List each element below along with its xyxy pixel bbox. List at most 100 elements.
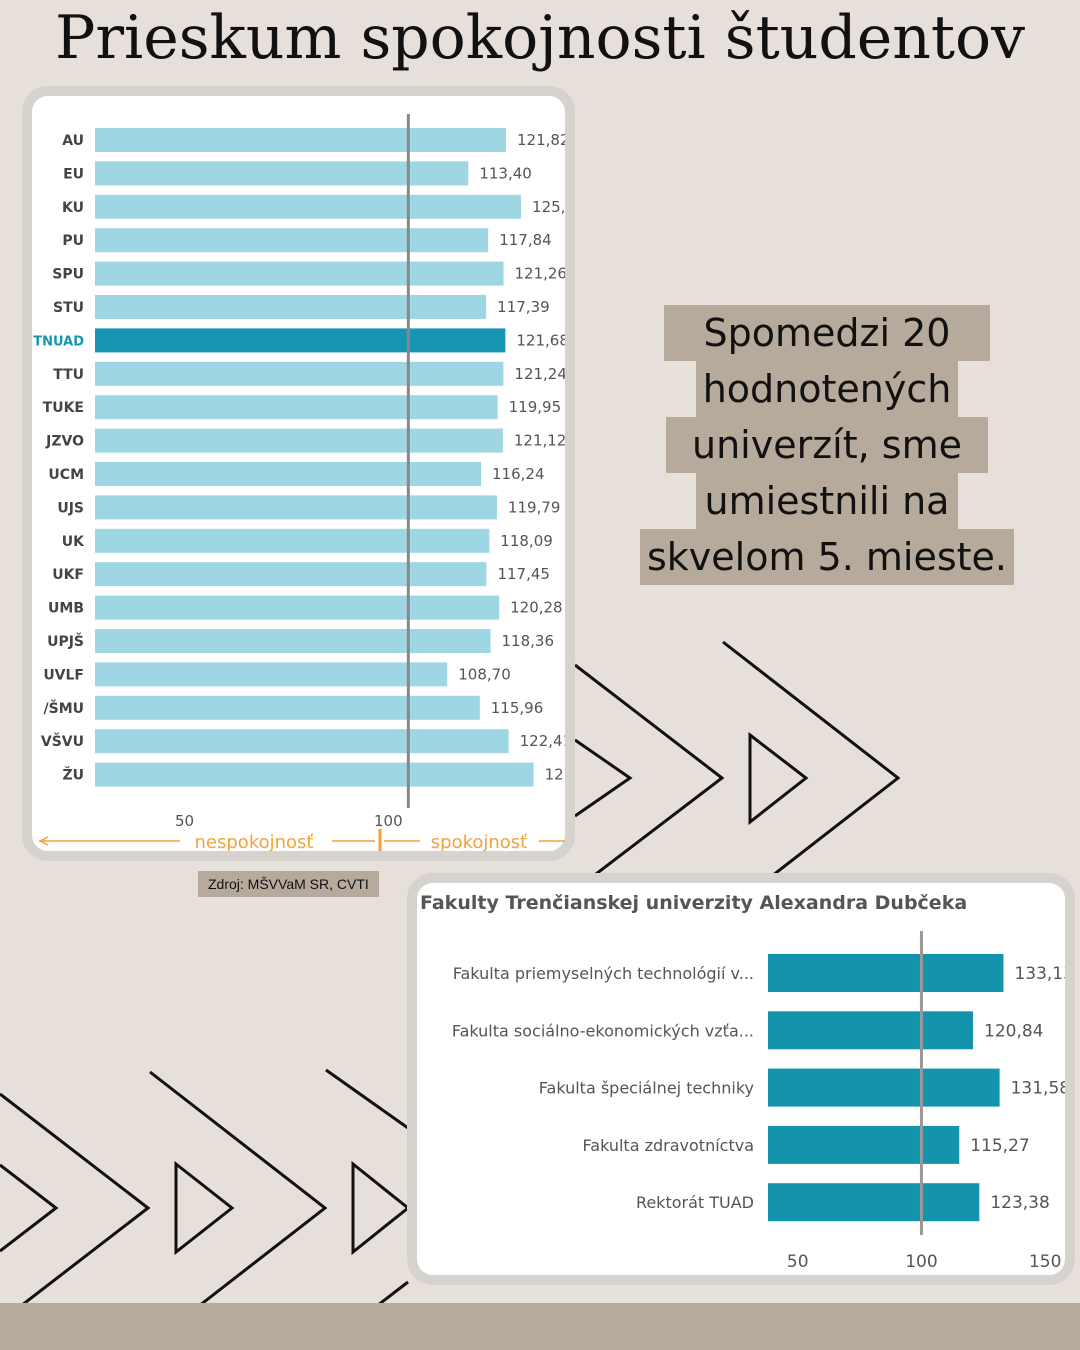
tick-label: 150 bbox=[1029, 1252, 1061, 1272]
bar bbox=[95, 662, 448, 687]
category-label: Rektorát TUAD bbox=[636, 1193, 754, 1212]
category-label: TTU bbox=[53, 367, 84, 383]
value-label: 121,26 bbox=[514, 265, 565, 283]
bar bbox=[768, 1068, 1000, 1107]
category-label: STU bbox=[53, 300, 84, 316]
value-label: 123,38 bbox=[990, 1193, 1049, 1213]
bar bbox=[95, 428, 503, 453]
bar bbox=[95, 395, 498, 420]
value-label: 113,40 bbox=[479, 164, 532, 182]
value-label: 125,18 bbox=[532, 198, 565, 216]
category-label: Fakulta zdravotníctva bbox=[583, 1136, 754, 1155]
value-label: 120,28 bbox=[510, 599, 563, 617]
chevron-shape bbox=[722, 640, 901, 916]
callout-line: skvelom 5. mieste. bbox=[640, 529, 1014, 585]
category-label: UK bbox=[62, 534, 85, 550]
university-bar-chart: AU 121,82 EU 113,40 KU 125,18 PU 117,84 SPU 121,2… bbox=[33, 114, 565, 851]
tick-label: 100 bbox=[905, 1252, 937, 1272]
value-label: 121,68 bbox=[516, 331, 565, 349]
value-label: 118,09 bbox=[500, 532, 553, 550]
value-label: 127,98 bbox=[545, 766, 565, 784]
chevron-shape bbox=[0, 1092, 151, 1324]
category-label: PU bbox=[62, 233, 84, 249]
bar bbox=[95, 361, 504, 386]
callout-line: umiestnili na bbox=[696, 473, 958, 529]
arrow-head-icon bbox=[38, 836, 49, 846]
callout-line: Spomedzi 20 bbox=[664, 305, 990, 361]
category-label: AU bbox=[62, 133, 84, 149]
category-label: UMB bbox=[48, 601, 84, 617]
bar bbox=[95, 762, 534, 787]
category-label: /ŠMU bbox=[44, 699, 85, 717]
chart-title: Fakulty Trenčianskej univerzity Alexandr… bbox=[420, 892, 967, 914]
tick-label: 100 bbox=[374, 812, 403, 830]
bar bbox=[768, 1011, 974, 1050]
bar bbox=[95, 462, 482, 486]
value-label: 117,45 bbox=[497, 565, 550, 583]
chevron-shape bbox=[574, 663, 725, 892]
category-label: UJS bbox=[57, 500, 84, 516]
chevron-shape bbox=[0, 1163, 59, 1253]
bar bbox=[95, 629, 491, 653]
triangle-shape bbox=[351, 1160, 411, 1256]
faculty-chart-card: Fakulty Trenčianskej univerzity Alexandr… bbox=[407, 873, 1075, 1285]
bar bbox=[95, 729, 509, 754]
tick-label: 50 bbox=[175, 812, 194, 830]
bar bbox=[95, 128, 507, 152]
bar bbox=[95, 194, 522, 219]
value-label: 118,36 bbox=[502, 632, 555, 650]
bar bbox=[95, 562, 487, 587]
axis-left-label: nespokojnosť bbox=[195, 832, 314, 851]
bar bbox=[95, 495, 497, 520]
chevron-shape bbox=[574, 738, 633, 818]
value-label: 131,58 bbox=[1011, 1079, 1065, 1099]
value-label: 119,95 bbox=[509, 398, 561, 416]
bar bbox=[95, 328, 506, 353]
category-label: UVLF bbox=[43, 667, 84, 683]
category-label: TNUAD bbox=[33, 334, 84, 349]
value-label: 121,24 bbox=[514, 365, 565, 383]
faculty-bar-chart: Fakulty Trenčianskej univerzity Alexandr… bbox=[420, 892, 1065, 1272]
axis-right-label: spokojnosť bbox=[431, 832, 527, 851]
university-chart-card: AU 121,82 EU 113,40 KU 125,18 PU 117,84 SPU 121,2… bbox=[22, 86, 575, 861]
bar bbox=[768, 1125, 960, 1164]
bar bbox=[768, 1183, 980, 1222]
page-title: Prieskum spokojnosti študentov bbox=[54, 3, 1026, 73]
category-label: SPU bbox=[52, 267, 84, 283]
category-label: ŽU bbox=[62, 767, 84, 784]
chevron-shape bbox=[325, 1068, 409, 1130]
ranking-callout: Spomedzi 20 hodnotených univerzít, sme s… bbox=[640, 305, 1014, 589]
bar bbox=[95, 228, 489, 253]
category-label: KU bbox=[62, 200, 84, 216]
bar bbox=[95, 695, 480, 720]
category-label: TUKE bbox=[43, 400, 84, 416]
value-label: 115,27 bbox=[970, 1136, 1029, 1156]
category-label: JZVO bbox=[45, 434, 84, 450]
bar bbox=[95, 161, 469, 186]
value-label: 120,84 bbox=[984, 1021, 1043, 1041]
value-label: 116,24 bbox=[492, 465, 545, 483]
bar bbox=[95, 295, 487, 319]
value-label: 117,39 bbox=[497, 298, 550, 316]
value-label: 119,79 bbox=[508, 498, 560, 516]
category-label: Fakulta sociálno-ekonomických vzťa... bbox=[452, 1021, 754, 1040]
tick-label: 50 bbox=[787, 1252, 809, 1272]
bar bbox=[95, 528, 490, 553]
category-label: Fakulta špeciálnej techniky bbox=[539, 1079, 754, 1098]
category-label: UKF bbox=[52, 567, 84, 583]
value-label: 121,82 bbox=[517, 131, 565, 149]
category-label: Fakulta priemyselných technológií v... bbox=[453, 964, 754, 983]
bar bbox=[95, 595, 500, 620]
value-label: 117,84 bbox=[499, 231, 552, 249]
chevron-shape bbox=[149, 1070, 328, 1346]
category-label: UCM bbox=[48, 467, 84, 483]
category-label: UPJŠ bbox=[47, 632, 84, 650]
callout-line: hodnotených bbox=[696, 361, 958, 417]
triangle-shape bbox=[748, 731, 809, 826]
value-label: 121,12 bbox=[514, 432, 565, 450]
value-label: 115,96 bbox=[491, 699, 543, 717]
category-label: EU bbox=[63, 166, 84, 182]
bar bbox=[768, 954, 1004, 992]
bottom-band bbox=[0, 1303, 1080, 1350]
category-label: VŠVU bbox=[41, 732, 84, 750]
